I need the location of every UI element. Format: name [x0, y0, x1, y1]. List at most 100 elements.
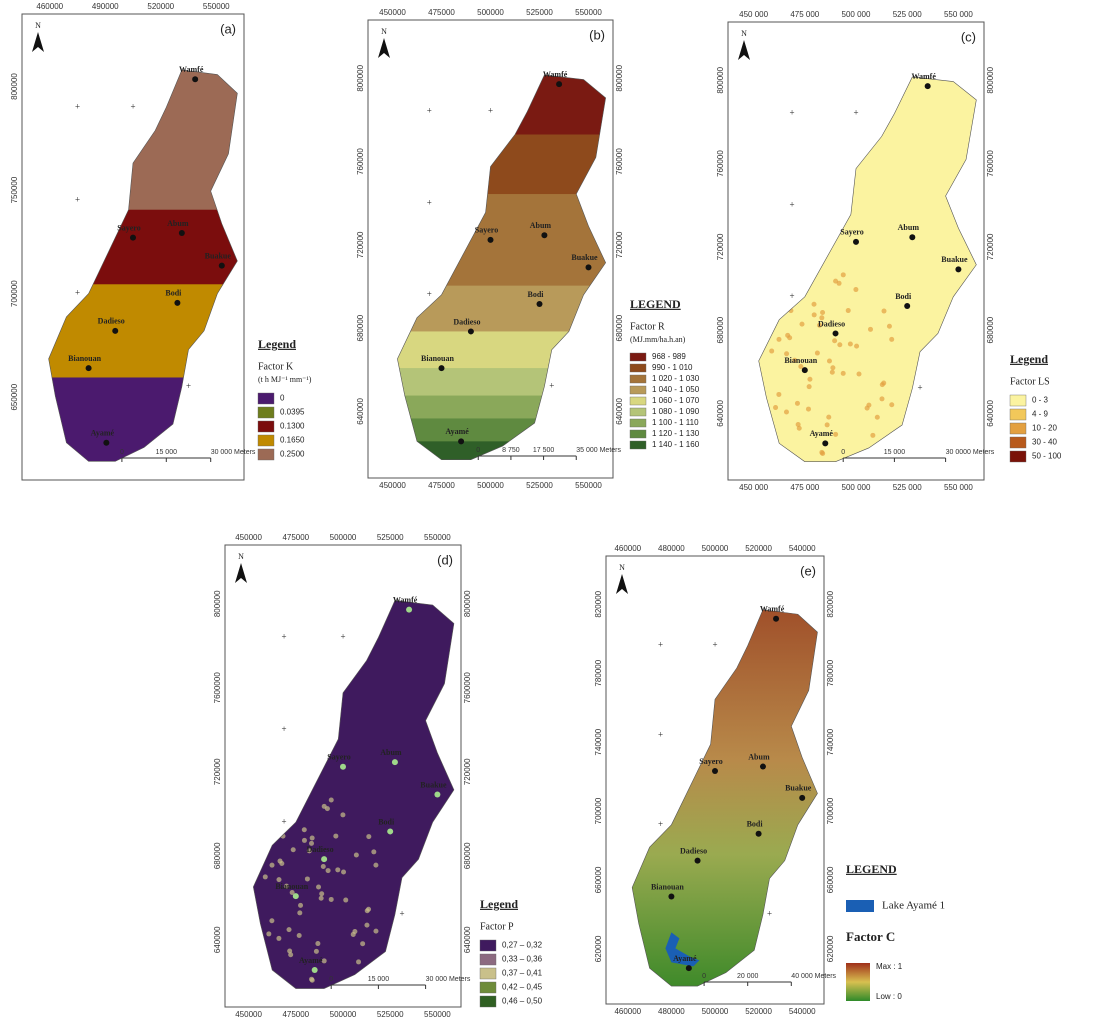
map-zone	[397, 395, 606, 420]
town-label: Ayamé	[299, 956, 323, 965]
scale-label: 40 000 Meters	[791, 973, 836, 980]
north-label: N	[238, 552, 244, 561]
y-tick-label: 680000	[986, 316, 995, 343]
town-marker	[694, 857, 701, 864]
town-label: Abum	[530, 221, 552, 230]
grid-cross: +	[789, 199, 794, 209]
y-tick-label: 7600000	[463, 672, 472, 704]
y-tick-label: 800000	[615, 64, 624, 91]
texture	[333, 833, 339, 839]
town-marker	[832, 330, 839, 337]
legend-title: Legend	[258, 337, 296, 351]
x-tick-label: 550000	[575, 8, 602, 17]
texture	[787, 335, 793, 341]
x-tick-label: 460000	[36, 2, 63, 11]
x-tick-label: 520000	[745, 544, 772, 553]
texture	[350, 931, 356, 937]
town-marker	[801, 367, 808, 374]
legend-swatch	[479, 967, 497, 980]
y-tick-label: 760000	[356, 148, 365, 175]
legend-gradient	[846, 963, 870, 1001]
x-tick-label: 475000	[282, 1010, 309, 1019]
x-tick-label: 475 000	[790, 10, 819, 19]
texture	[319, 891, 325, 897]
texture	[820, 310, 826, 316]
texture	[826, 414, 832, 420]
texture	[814, 350, 820, 356]
grid-cross: +	[427, 106, 432, 116]
town-label: Dadieso	[453, 317, 480, 326]
map-zone	[397, 368, 606, 397]
legend-label: 0,42 – 0,45	[502, 983, 543, 992]
texture	[820, 450, 826, 456]
north-arrow	[235, 563, 247, 583]
legend-factor: Factor C	[846, 929, 895, 944]
town-marker	[387, 828, 394, 835]
y-tick-label: 720000	[615, 231, 624, 258]
town-marker	[438, 365, 445, 372]
texture	[795, 421, 801, 427]
texture	[296, 932, 302, 938]
texture	[321, 803, 327, 809]
town-label: Bianouan	[784, 356, 817, 365]
legend-label: 10 - 20	[1032, 424, 1057, 433]
texture	[353, 852, 359, 858]
legend-swatch	[629, 385, 647, 395]
basin-outline	[253, 600, 455, 989]
scale-label: 0	[702, 973, 706, 980]
x-tick-label: 500 000	[842, 10, 871, 19]
texture	[811, 312, 817, 318]
y-tick-label: 720000	[213, 758, 222, 785]
x-tick-label: 525 000	[893, 10, 922, 19]
x-tick-label: 550 000	[944, 483, 973, 492]
texture	[373, 862, 379, 868]
map-frame	[224, 544, 462, 1008]
grid-cross: +	[281, 724, 286, 734]
town-label: Buakue	[420, 780, 447, 789]
texture	[856, 371, 862, 377]
texture	[784, 351, 790, 357]
town-label: Sayero	[699, 757, 722, 766]
texture	[288, 952, 294, 958]
texture	[864, 405, 870, 411]
y-tick-label: 680000	[356, 314, 365, 341]
texture	[889, 402, 895, 408]
town-label: Dadieso	[680, 846, 707, 855]
north-label: N	[381, 27, 387, 36]
x-tick-label: 520000	[745, 1007, 772, 1016]
x-tick-label: 490000	[92, 2, 119, 11]
texture	[288, 802, 294, 808]
x-tick-label: 450000	[379, 481, 406, 490]
x-tick-label: 500 000	[842, 483, 871, 492]
y-tick-label: 740000	[826, 728, 835, 755]
legend-swatch	[629, 407, 647, 417]
town-marker	[311, 967, 318, 974]
texture	[301, 827, 307, 833]
y-tick-label: 640000	[986, 399, 995, 426]
town-label: Wamfé	[543, 70, 568, 79]
legend-label: 0,33 – 0,36	[502, 955, 543, 964]
town-marker	[178, 230, 185, 237]
legend-factor: Factor LS	[1010, 376, 1050, 387]
legend-title: Legend	[1010, 352, 1048, 366]
texture	[289, 889, 295, 895]
map-frame	[21, 13, 245, 481]
legend-swatch	[257, 392, 275, 405]
x-tick-label: 520000	[147, 2, 174, 11]
texture	[328, 797, 334, 803]
town-label: Ayamé	[810, 429, 834, 438]
grid-cross: +	[75, 194, 80, 204]
scale-label: 35 000 Meters	[576, 447, 621, 454]
panel-label: (d)	[437, 552, 453, 567]
texture	[287, 948, 293, 954]
x-tick-label: 550 000	[944, 10, 973, 19]
y-tick-label: 660000	[594, 866, 603, 893]
texture	[356, 959, 362, 965]
legend-title: LEGEND	[630, 297, 681, 311]
texture	[811, 301, 817, 307]
legend-label: 0.2500	[280, 450, 305, 459]
y-tick-label: 820000	[826, 590, 835, 617]
x-tick-label: 460000	[614, 1007, 641, 1016]
town-marker	[103, 439, 110, 446]
